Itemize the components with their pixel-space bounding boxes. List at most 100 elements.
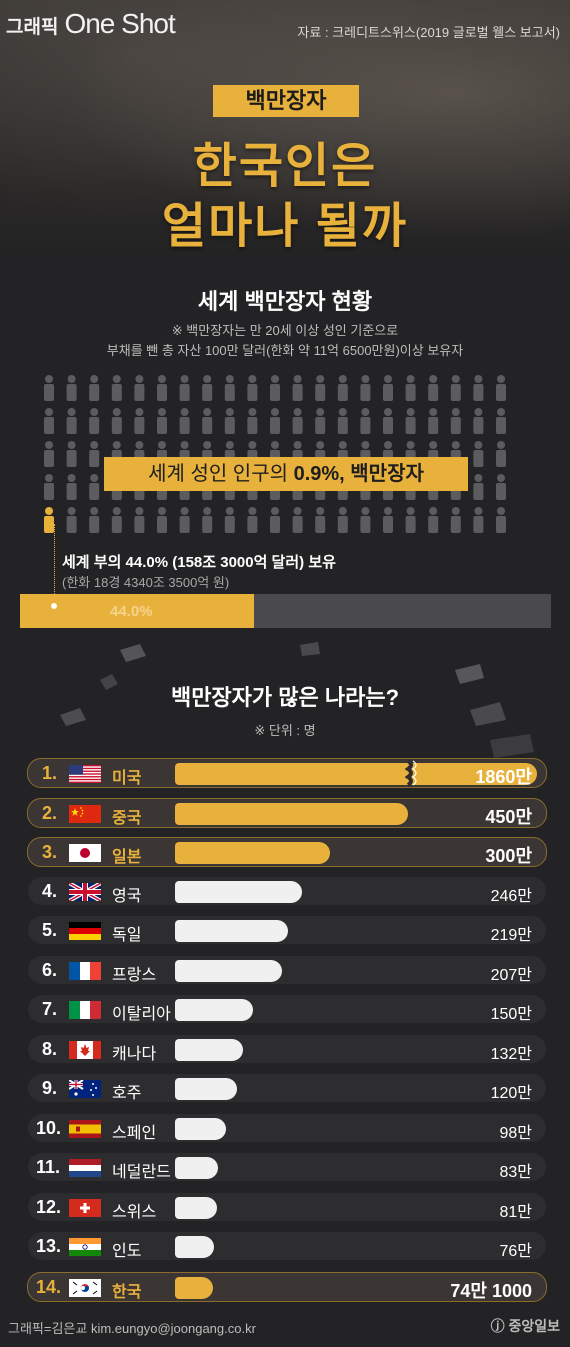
country-bar [175,1196,217,1219]
value-label: 150만 [490,1006,532,1023]
person-icon [247,408,258,434]
ranking-row: 10. 스페인 98만 [28,1113,546,1142]
person-icon [247,375,258,401]
rank-number: 4. [42,880,58,901]
person-icon [44,474,54,500]
japan-flag-icon [69,844,101,862]
person-icon [89,441,100,467]
person-icon [66,441,77,467]
country-name: 캐나다 [112,1045,157,1063]
country-bar [175,1038,244,1061]
person-icon [473,474,484,500]
rank-number: 12. [36,1196,62,1217]
person-icon [224,507,235,533]
country-bar [175,1236,215,1258]
person-icon [270,507,280,533]
brand-large: One Shot [64,8,175,39]
country-name: 인도 [112,1243,142,1260]
value-label: 120만 [490,1085,532,1102]
spain-flag-icon [69,1119,101,1138]
person-icon [157,507,167,533]
china-flag-icon [69,804,101,823]
person-icon [496,441,506,467]
person-icon [473,507,484,533]
person-icon [473,408,484,434]
person-icon [496,408,506,434]
value-label: 219만 [490,927,532,944]
person-icon [315,507,326,533]
definition-note-line1: ※ 백만장자는 만 20세 이상 성인 기준으로 [171,323,399,338]
person-icon [315,408,326,434]
value-label: 207만 [490,966,532,984]
rank-number: 5. [42,920,58,940]
ranking-row: 11. 네덜란드 83만 [28,1153,546,1181]
person-icon [405,375,416,401]
banner-prefix: 세계 성인 인구의 [148,463,294,485]
person-icon [496,474,506,500]
person-icon [224,375,235,401]
person-icon [66,375,77,401]
person-icon [134,507,145,533]
country-name: 일본 [112,849,142,866]
country-bar [175,959,283,982]
person-icon [179,375,190,401]
unit-note: ※ 단위 : 명 [254,723,316,738]
ranking-row: 4. 영국 246만 [28,876,546,905]
country-name: 독일 [112,927,142,944]
person-icon [270,375,280,401]
uk-flag-icon [68,880,102,903]
rank-number: 1. [42,763,58,783]
person-icon [450,375,461,401]
rank-number: 6. [42,959,58,980]
country-name: 중국 [112,809,142,827]
country-bar [175,1276,214,1299]
ranking-row: 1. 미국 1860만 [27,758,547,788]
person-icon [383,507,393,533]
country-bar [175,763,537,785]
value-label: 132만 [490,1045,532,1063]
rank-number: 11. [36,1157,61,1177]
person-icon [134,375,145,401]
wealth-share-fill [20,594,254,628]
person-icon [89,507,100,533]
country-bar [175,880,303,903]
wealth-share-text: 세계 부의 44.0% (158조 3000억 달러) 보유 [62,554,336,571]
canada-flag-icon [69,1040,101,1059]
value-label: 76만 [499,1243,532,1260]
rank-number: 3. [42,842,58,862]
value-label: 74만 1000 [450,1280,532,1301]
ranking-row: 3. 일본 300만 [27,837,547,867]
country-name: 호주 [112,1085,142,1102]
person-icon [428,375,439,401]
person-icon [292,375,303,401]
person-icon [315,375,326,401]
rank-number: 9. [42,1078,58,1098]
flying-bills-decoration [60,642,534,758]
country-name: 미국 [112,770,142,787]
country-name: 영국 [112,887,142,905]
population-banner: 세계 성인 인구의 0.9%, 백만장자 [104,457,468,491]
person-icon [111,408,122,434]
ranking-row: 2. 중국 450만 [27,797,547,828]
person-icon [496,375,506,401]
millionaire-person-icon [44,507,54,533]
population-pictogram [44,375,506,533]
us-flag-icon [69,765,101,783]
ranking-row: 7. 이탈리아 150만 [28,995,546,1023]
person-icon [66,474,77,500]
person-icon [473,441,484,467]
value-label: 81만 [499,1203,532,1221]
person-icon [247,507,258,533]
ranking-row: 5. 독일 219만 [28,916,546,944]
person-icon [360,408,371,434]
rank-number: 2. [42,802,58,823]
person-icon [202,507,213,533]
france-flag-icon [69,961,101,980]
value-label: 98만 [499,1124,532,1142]
person-icon [202,375,213,401]
person-icon [89,474,100,500]
country-name: 프랑스 [112,966,157,984]
country-bar [175,1117,226,1140]
hero-background [0,0,570,265]
ranking-row: 14. 한국 74만 1000 [27,1271,547,1302]
